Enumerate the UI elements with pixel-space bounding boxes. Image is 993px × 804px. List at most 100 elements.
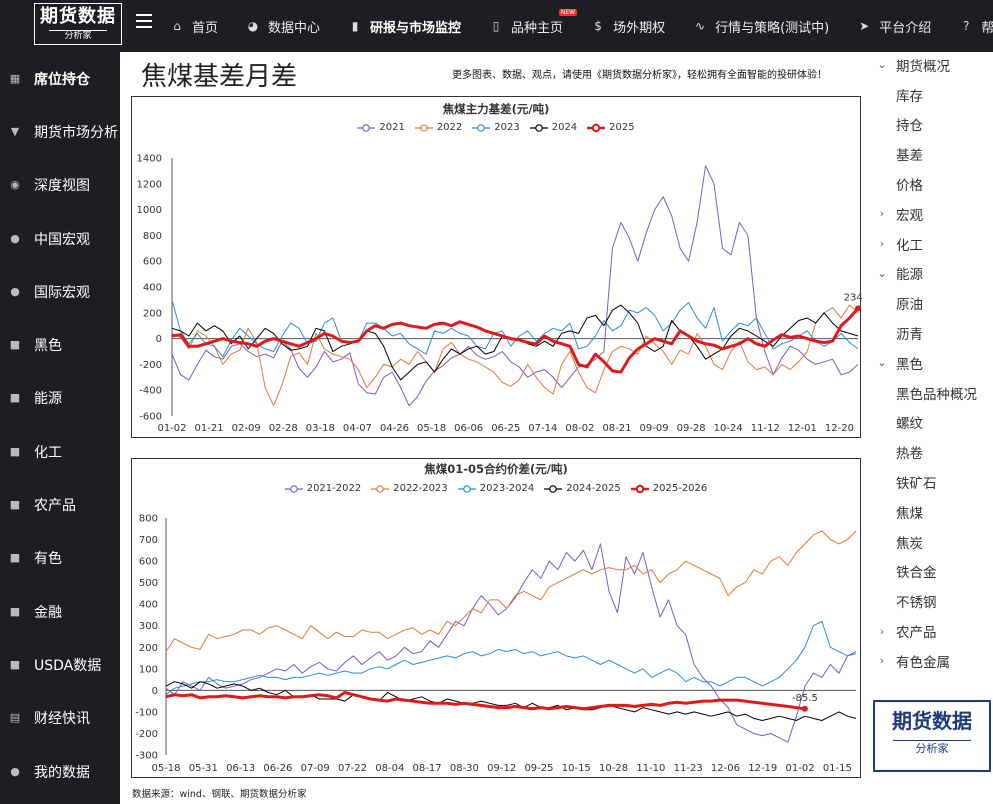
legend-item[interactable]: 2022	[414, 122, 462, 133]
x-tick-label: 10-24	[714, 423, 743, 434]
x-tick-label: 02-09	[232, 423, 261, 434]
right-nav-category[interactable]: ⌄ 能源	[868, 259, 993, 289]
legend-item[interactable]: 2025-2026	[630, 483, 707, 494]
right-nav-link[interactable]: 原油	[868, 288, 993, 318]
nav-item[interactable]: ◕ 数据中心	[246, 17, 320, 36]
legend-label: 2024	[551, 122, 578, 133]
sidebar-item-label: 财经快讯	[34, 711, 90, 728]
sidebar-item[interactable]: ● 国际宏观	[0, 265, 120, 318]
chevron-right-icon: ›	[879, 624, 885, 638]
chart-title: 焦煤01-05合约价差(元/吨)	[424, 462, 568, 476]
right-nav-link[interactable]: 沥青	[868, 318, 993, 348]
legend-item[interactable]: 2021	[357, 122, 405, 133]
right-nav-category[interactable]: › 宏观	[868, 199, 993, 229]
right-nav-link[interactable]: 基差	[868, 139, 993, 169]
x-tick-label: 12-06	[711, 763, 740, 774]
sidebar-item-label: 中国宏观	[34, 231, 90, 248]
y-tick-label: 500	[139, 578, 158, 589]
sidebar-item-label: 有色	[34, 551, 62, 568]
legend-item[interactable]: 2022-2023	[371, 483, 448, 494]
legend-item[interactable]: 2024	[529, 122, 578, 133]
sidebar-item[interactable]: ■ 有色	[0, 532, 120, 585]
sidebar-item[interactable]: ■ 能源	[0, 372, 120, 425]
x-tick-label: 02-28	[269, 423, 298, 434]
watermark-sub: 分析家	[893, 740, 971, 757]
legend-item[interactable]: 2023-2024	[457, 483, 534, 494]
right-nav-label: 焦煤	[896, 505, 923, 522]
right-nav-link[interactable]: 价格	[868, 169, 993, 199]
sidebar-item[interactable]: ▦ 席位持仓	[0, 52, 120, 105]
right-nav-category[interactable]: ⌄ 黑色	[868, 348, 993, 378]
sidebar: ▦ 席位持仓 ▼ 期货市场分析 ◉ 深度视图 ● 中国宏观 ● 国际宏观 ■ 黑色 ■ 能源 ■ 化工 ■ 农产品…	[0, 52, 120, 804]
y-tick-label: 700	[139, 535, 158, 546]
right-nav-link[interactable]: 库存	[868, 80, 993, 110]
sidebar-item-label: 化工	[34, 444, 62, 461]
right-nav-link[interactable]: 热卷	[868, 437, 993, 467]
series-line-2025	[171, 307, 860, 374]
sidebar-item[interactable]: ◉ 深度视图	[0, 159, 120, 212]
right-nav-category[interactable]: › 有色金属	[868, 646, 993, 676]
x-tick-label: 09-12	[487, 763, 516, 774]
right-nav-link[interactable]: 铁矿石	[868, 467, 993, 497]
pulse-icon: ∿	[695, 19, 706, 33]
end-point-marker	[855, 305, 861, 312]
nav-item[interactable]: ? 帮助	[959, 17, 993, 36]
nav-item[interactable]: ∿ 行情与策略(测试中)	[693, 17, 829, 36]
x-tick-label: 08-30	[450, 763, 479, 774]
right-nav-link[interactable]: 黑色品种概况	[868, 378, 993, 408]
basis-chart-plot: -600 -400 -200 0 200 400 600 800 1000 1200 1400 01-…	[137, 154, 862, 435]
series-line-2023	[171, 299, 859, 358]
legend-swatch	[457, 484, 476, 493]
promo-text[interactable]: 更多图表、数据、观点，请使用《期货数据分析家》，轻松拥有全面智能的投研体验！	[452, 70, 827, 81]
legend-item[interactable]: 2021-2022	[284, 483, 361, 494]
eye-icon: ◉	[10, 178, 20, 192]
nav-item-label: 数据中心	[268, 20, 321, 36]
brand-logo[interactable]: 期货数据 分析家	[34, 3, 122, 45]
right-nav-link[interactable]: 焦炭	[868, 527, 993, 557]
right-nav-link[interactable]: 铁合金	[868, 557, 993, 587]
sidebar-item[interactable]: ● 我的数据	[0, 745, 120, 798]
right-nav-link[interactable]: 持仓	[868, 110, 993, 140]
legend-item[interactable]: 2024-2025	[544, 483, 621, 494]
sidebar-item[interactable]: ■ USDA数据	[0, 638, 120, 691]
right-nav-label: 持仓	[896, 118, 923, 135]
series-line-2025-2026	[165, 691, 806, 711]
right-nav-category[interactable]: › 农产品	[868, 616, 993, 646]
right-nav-link[interactable]: 焦煤	[868, 497, 993, 527]
y-tick-label: -600	[139, 412, 162, 423]
sidebar-item[interactable]: ■ 金融	[0, 585, 120, 638]
right-nav-label: 期货概况	[896, 58, 950, 75]
page-title: 焦煤基差月差	[141, 62, 298, 92]
main-nav: ⌂ 首页 ◕ 数据中心 ▮ 研报与市场监控 ▯ 品种主页 NEW $ 场外期权 ∿ 行情与策略(测试中)…	[170, 0, 993, 52]
legend-label: 2022-2023	[393, 483, 448, 494]
sidebar-item[interactable]: ▼ 期货市场分析	[0, 105, 120, 158]
sidebar-item-label: 农产品	[34, 498, 76, 515]
y-tick-label: 0	[152, 686, 158, 697]
right-nav-link[interactable]: 螺纹	[868, 408, 993, 438]
menu-toggle-icon[interactable]	[136, 14, 152, 30]
right-nav-link[interactable]: 不锈钢	[868, 586, 993, 616]
right-nav-category[interactable]: ⌄ 期货概况	[868, 50, 993, 80]
sidebar-item[interactable]: ■ 黑色	[0, 318, 120, 371]
right-nav-category[interactable]: › 化工	[868, 229, 993, 259]
nav-item[interactable]: ▯ 品种主页 NEW	[489, 8, 578, 36]
series-line-2021-2022	[165, 543, 857, 743]
sidebar-item[interactable]: ● 中国宏观	[0, 212, 120, 265]
nav-item[interactable]: $ 场外期权	[591, 17, 665, 36]
nav-item[interactable]: ▮ 研报与市场监控	[348, 17, 461, 36]
right-nav-label: 宏观	[896, 207, 923, 224]
legend-item[interactable]: 2023	[472, 122, 520, 133]
x-tick-label: 01-15	[823, 763, 852, 774]
legend-item[interactable]: 2025	[587, 122, 635, 133]
sidebar-item[interactable]: ■ 农产品	[0, 478, 120, 531]
sidebar-item[interactable]: ▤ 财经快讯	[0, 692, 120, 745]
sidebar-item[interactable]: ■ 化工	[0, 425, 120, 478]
nav-item-label: 研报与市场监控	[370, 20, 462, 36]
nav-item[interactable]: ➤ 平台介绍	[857, 17, 931, 36]
series-line-2022-2023	[165, 530, 857, 652]
right-nav-label: 焦炭	[896, 535, 923, 552]
nav-item[interactable]: ⌂ 首页	[170, 17, 218, 36]
right-nav-label: 黑色	[896, 356, 923, 373]
right-nav-label: 化工	[896, 237, 923, 254]
sidebar-item-label: 黑色	[34, 338, 62, 355]
